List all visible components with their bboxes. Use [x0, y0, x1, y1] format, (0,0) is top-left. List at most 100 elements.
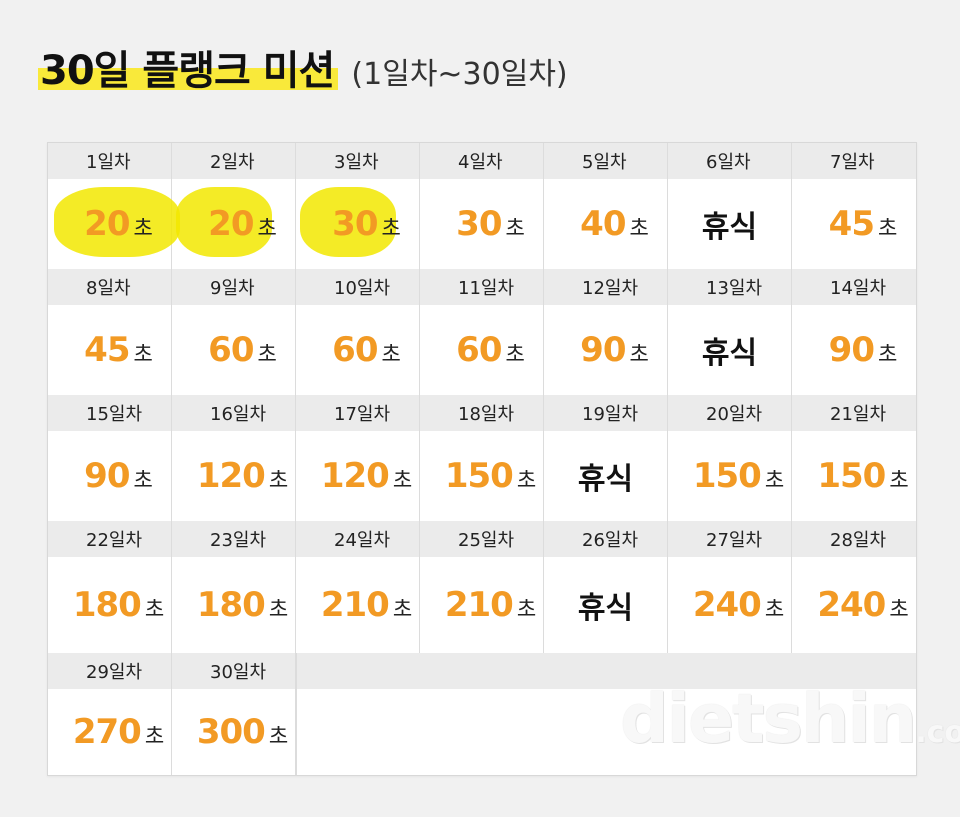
seconds-unit: 초 — [764, 597, 785, 621]
calendar-week-row: 1일차 20 초 2일차 20 초 3일차 30 초 4일차 30 초 5일차 40 초 6일차 휴식 7일차 45… — [48, 143, 916, 269]
day-value: 휴식 — [544, 431, 667, 521]
seconds-unit: 초 — [381, 342, 401, 366]
seconds-value: 20 — [84, 204, 130, 244]
seconds-unit: 초 — [268, 597, 289, 621]
day-value: 150 초 — [792, 431, 916, 521]
day-cell: 29일차 270 초 — [48, 653, 172, 775]
day-label: 18일차 — [420, 395, 543, 431]
seconds-unit: 초 — [505, 342, 525, 366]
seconds-unit: 초 — [381, 216, 401, 240]
seconds-value: 45 — [828, 204, 875, 244]
day-value: 휴식 — [668, 305, 791, 395]
rest-day-label: 휴식 — [577, 591, 634, 626]
day-cell: 18일차 150 초 — [420, 395, 544, 521]
calendar-week-row: 29일차 270 초 30일차 300 초 — [48, 653, 916, 775]
calendar-week-row: 22일차 180 초 23일차 180 초 24일차 210 초 25일차 210 초 26일차 휴식 27… — [48, 521, 916, 653]
seconds-unit: 초 — [878, 342, 898, 366]
grid-divider — [296, 653, 297, 775]
day-label: 10일차 — [296, 269, 419, 305]
day-cell: 12일차 90 초 — [544, 269, 668, 395]
seconds-unit: 초 — [133, 216, 153, 240]
day-value: 45 초 — [792, 179, 916, 269]
day-value: 90 초 — [792, 305, 916, 395]
day-value: 210 초 — [296, 557, 419, 653]
day-cell: 19일차 휴식 — [544, 395, 668, 521]
day-cell: 17일차 120 초 — [296, 395, 420, 521]
seconds-value: 210 — [444, 585, 514, 625]
day-label: 15일차 — [48, 395, 171, 431]
day-label: 5일차 — [544, 143, 667, 179]
day-cell: 8일차 45 초 — [48, 269, 172, 395]
day-cell: 16일차 120 초 — [172, 395, 296, 521]
page-subtitle: (1일차~30일차) — [351, 57, 568, 92]
day-value: 180 초 — [48, 557, 171, 653]
page-title: 30일 플랭크 미션 — [38, 38, 339, 96]
seconds-value: 30 — [332, 204, 378, 244]
day-value: 45 초 — [48, 305, 171, 395]
day-cell: 25일차 210 초 — [420, 521, 544, 653]
rest-day-label: 휴식 — [701, 210, 758, 245]
day-value: 30 초 — [420, 179, 543, 269]
day-value: 180 초 — [172, 557, 295, 653]
seconds-value: 180 — [196, 585, 266, 625]
day-cell: 21일차 150 초 — [792, 395, 916, 521]
seconds-value: 120 — [196, 456, 266, 496]
day-value: 60 초 — [420, 305, 543, 395]
day-cell: 24일차 210 초 — [296, 521, 420, 653]
seconds-unit: 초 — [516, 468, 537, 492]
day-value: 40 초 — [544, 179, 667, 269]
day-label: 26일차 — [544, 521, 667, 557]
day-value: 240 초 — [792, 557, 916, 653]
seconds-value: 90 — [84, 456, 130, 496]
seconds-unit: 초 — [268, 468, 289, 492]
day-value: 60 초 — [296, 305, 419, 395]
seconds-value: 150 — [444, 456, 514, 496]
seconds-value: 300 — [196, 712, 266, 752]
day-cell: 13일차 휴식 — [668, 269, 792, 395]
seconds-unit: 초 — [133, 342, 153, 366]
seconds-value: 240 — [692, 585, 762, 625]
seconds-unit: 초 — [144, 724, 165, 748]
rest-day-label: 휴식 — [577, 462, 634, 497]
day-cell: 3일차 30 초 — [296, 143, 420, 269]
seconds-value: 40 — [580, 204, 626, 244]
day-label: 21일차 — [792, 395, 916, 431]
day-value: 휴식 — [544, 557, 667, 653]
day-label: 29일차 — [48, 653, 171, 689]
page-title-text: 30일 플랭크 미션 — [40, 48, 335, 94]
day-label: 30일차 — [172, 653, 295, 689]
seconds-value: 90 — [580, 330, 626, 370]
day-value: 270 초 — [48, 689, 171, 775]
day-cell: 5일차 40 초 — [544, 143, 668, 269]
page-header: 30일 플랭크 미션 (1일차~30일차) — [38, 38, 568, 98]
seconds-value: 270 — [72, 712, 142, 752]
day-cell: 23일차 180 초 — [172, 521, 296, 653]
day-label: 8일차 — [48, 269, 171, 305]
day-label: 27일차 — [668, 521, 791, 557]
day-label: 1일차 — [48, 143, 171, 179]
seconds-unit: 초 — [878, 216, 898, 240]
seconds-unit: 초 — [889, 468, 909, 492]
day-cell: 7일차 45 초 — [792, 143, 916, 269]
day-value: 150 초 — [420, 431, 543, 521]
day-label: 9일차 — [172, 269, 295, 305]
day-value: 120 초 — [172, 431, 295, 521]
day-cell: 9일차 60 초 — [172, 269, 296, 395]
day-cell: 28일차 240 초 — [792, 521, 916, 653]
day-label: 7일차 — [792, 143, 916, 179]
day-cell: 6일차 휴식 — [668, 143, 792, 269]
day-value: 90 초 — [48, 431, 171, 521]
day-cell: 20일차 150 초 — [668, 395, 792, 521]
day-label: 4일차 — [420, 143, 543, 179]
seconds-unit: 초 — [889, 597, 909, 621]
seconds-unit: 초 — [392, 468, 413, 492]
day-value: 120 초 — [296, 431, 419, 521]
seconds-value: 20 — [208, 204, 254, 244]
seconds-unit: 초 — [516, 597, 537, 621]
day-value: 휴식 — [668, 179, 791, 269]
day-cell: 14일차 90 초 — [792, 269, 916, 395]
day-cell: 2일차 20 초 — [172, 143, 296, 269]
seconds-unit: 초 — [629, 342, 649, 366]
day-cell: 1일차 20 초 — [48, 143, 180, 269]
